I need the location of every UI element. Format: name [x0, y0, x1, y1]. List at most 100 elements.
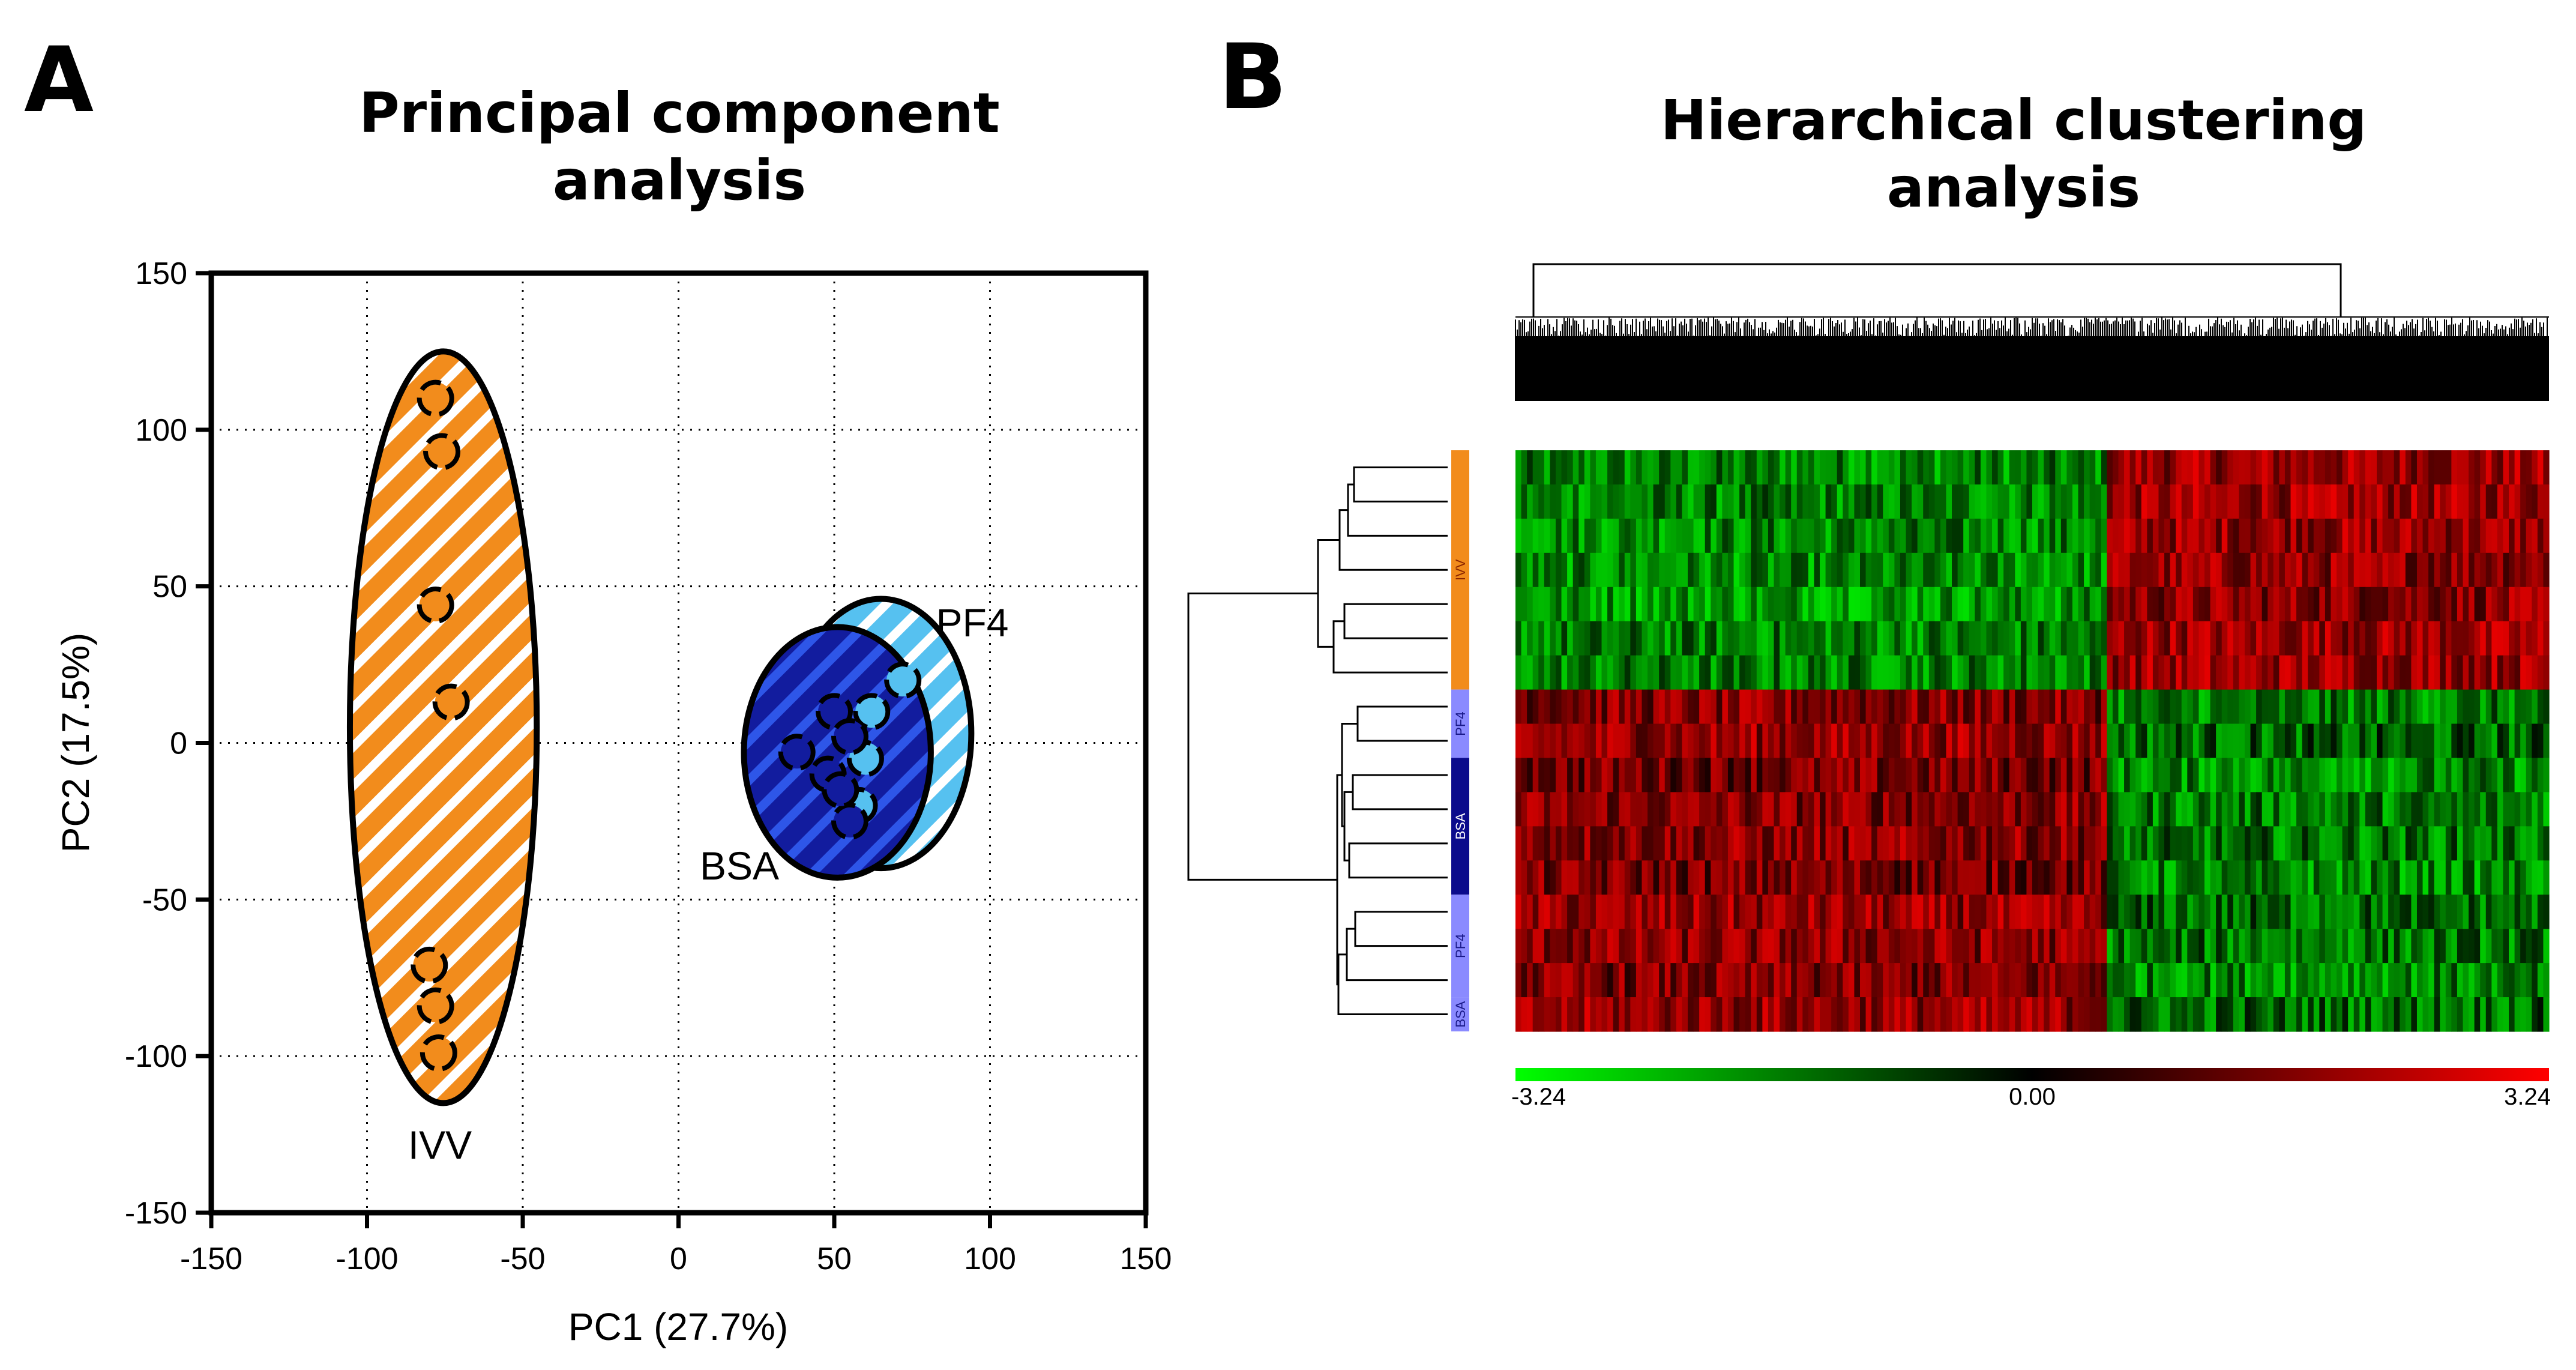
heatmap-cell	[2176, 860, 2182, 895]
heatmap-cell	[2273, 723, 2280, 759]
heatmap-cell	[2388, 826, 2395, 861]
heatmap-cell	[2216, 895, 2222, 929]
heatmap-cell	[1796, 963, 1803, 998]
heatmap-cell	[2514, 621, 2521, 656]
heatmap-cell	[2279, 723, 2286, 759]
heatmap-cell	[2290, 655, 2297, 690]
heatmap-cell	[2365, 552, 2372, 588]
heatmap-cell	[1716, 552, 1723, 588]
heatmap-cell	[1584, 860, 1590, 895]
heatmap-cell	[1733, 723, 1740, 759]
pca-y-tick-label: -150	[125, 1196, 187, 1231]
heatmap-cell	[2084, 484, 2090, 519]
color-scale-max-label: 3.24	[2504, 1084, 2551, 1110]
heatmap-cell	[2469, 895, 2475, 929]
heatmap-cell	[1917, 826, 1924, 861]
heatmap-cell	[1711, 929, 1717, 964]
heatmap-cell	[1980, 484, 1987, 519]
heatmap-cell	[2377, 655, 2383, 690]
heatmap-cell	[2244, 826, 2251, 861]
heatmap-cell	[1871, 587, 1878, 622]
heatmap-cell	[1871, 552, 1878, 588]
heatmap-cell	[1865, 792, 1872, 827]
heatmap-cell	[1584, 484, 1590, 519]
heatmap-cell	[1963, 792, 1970, 827]
heatmap-cell	[1619, 621, 1625, 656]
heatmap-cell	[2509, 587, 2515, 622]
heatmap-cell	[1578, 587, 1585, 622]
heatmap-cell	[2514, 689, 2521, 725]
heatmap-cell	[1900, 929, 1907, 964]
heatmap-cell	[2210, 997, 2216, 1032]
heatmap-cell	[2192, 484, 2200, 519]
heatmap-cell	[1975, 621, 1981, 656]
heatmap-cell	[2227, 997, 2234, 1032]
heatmap-cell	[2244, 587, 2251, 622]
heatmap-cell	[1521, 895, 1527, 929]
heatmap-cell	[1642, 689, 1648, 725]
heatmap-cell	[2480, 826, 2487, 861]
heatmap-cell	[1820, 621, 1826, 656]
heatmap-cell	[1664, 826, 1671, 861]
heatmap-cell	[1538, 826, 1545, 861]
heatmap-cell	[2296, 860, 2303, 895]
heatmap-cell	[1843, 552, 1849, 588]
heatmap-cell	[1888, 997, 1895, 1032]
heatmap-cell	[1923, 895, 1930, 929]
heatmap-cell	[1883, 450, 1889, 485]
heatmap-cell	[1820, 895, 1826, 929]
heatmap-cell	[2072, 792, 2079, 827]
heatmap-cell	[2411, 792, 2418, 827]
heatmap-cell	[1986, 518, 1993, 554]
heatmap-cell	[2353, 587, 2360, 622]
heatmap-cell	[1808, 860, 1815, 895]
heatmap-cell	[2003, 587, 2010, 622]
heatmap-cell	[1952, 655, 1958, 690]
heatmap-cell	[2497, 484, 2504, 519]
panel-a-letter: A	[24, 28, 94, 133]
heatmap-cell	[1670, 689, 1677, 725]
heatmap-cell	[1820, 792, 1826, 827]
heatmap-cell	[1567, 587, 1574, 622]
heatmap-cell	[2060, 997, 2067, 1032]
pca-y-tick-label: 0	[170, 726, 187, 761]
heatmap-cell	[2509, 552, 2515, 588]
heatmap-cell	[2158, 587, 2165, 622]
heatmap-cell	[1906, 518, 1912, 554]
heatmap-cell	[1716, 655, 1723, 690]
heatmap-cell	[2078, 997, 2084, 1032]
heatmap-cell	[2135, 518, 2142, 554]
heatmap-cell	[2170, 587, 2176, 622]
heatmap-cell	[2192, 689, 2200, 725]
heatmap-cell	[1928, 792, 1935, 827]
heatmap-cell	[1917, 587, 1924, 622]
heatmap-cell	[1871, 758, 1878, 793]
heatmap-cell	[1963, 450, 1970, 485]
heatmap-cell	[1975, 826, 1981, 861]
heatmap-cell	[2152, 826, 2159, 861]
heatmap-cell	[2164, 826, 2171, 861]
heatmap-cell	[2348, 758, 2355, 793]
heatmap-cell	[2284, 997, 2292, 1032]
heatmap-cell	[2359, 826, 2366, 861]
heatmap-cell	[2445, 758, 2452, 793]
heatmap-cell	[1521, 587, 1527, 622]
heatmap-cell	[1636, 758, 1643, 793]
heatmap-cell	[2268, 997, 2274, 1032]
pca-label-bsa: BSA	[700, 843, 779, 888]
heatmap-cell	[2204, 655, 2211, 690]
heatmap-cell	[1957, 552, 1964, 588]
pca-point-ivv	[417, 586, 454, 624]
heatmap-cell	[1791, 860, 1798, 895]
heatmap-cell	[2227, 963, 2234, 998]
heatmap-cell	[1745, 723, 1751, 759]
heatmap-cell	[1762, 450, 1769, 485]
heatmap-cell	[1860, 792, 1867, 827]
heatmap-cell	[2463, 552, 2469, 588]
heatmap-cell	[1820, 723, 1826, 759]
heatmap-cell	[1912, 723, 1918, 759]
heatmap-cell	[1785, 826, 1792, 861]
heatmap-cell	[2434, 689, 2440, 725]
heatmap-cell	[2342, 758, 2349, 793]
heatmap-cell	[2204, 929, 2211, 964]
